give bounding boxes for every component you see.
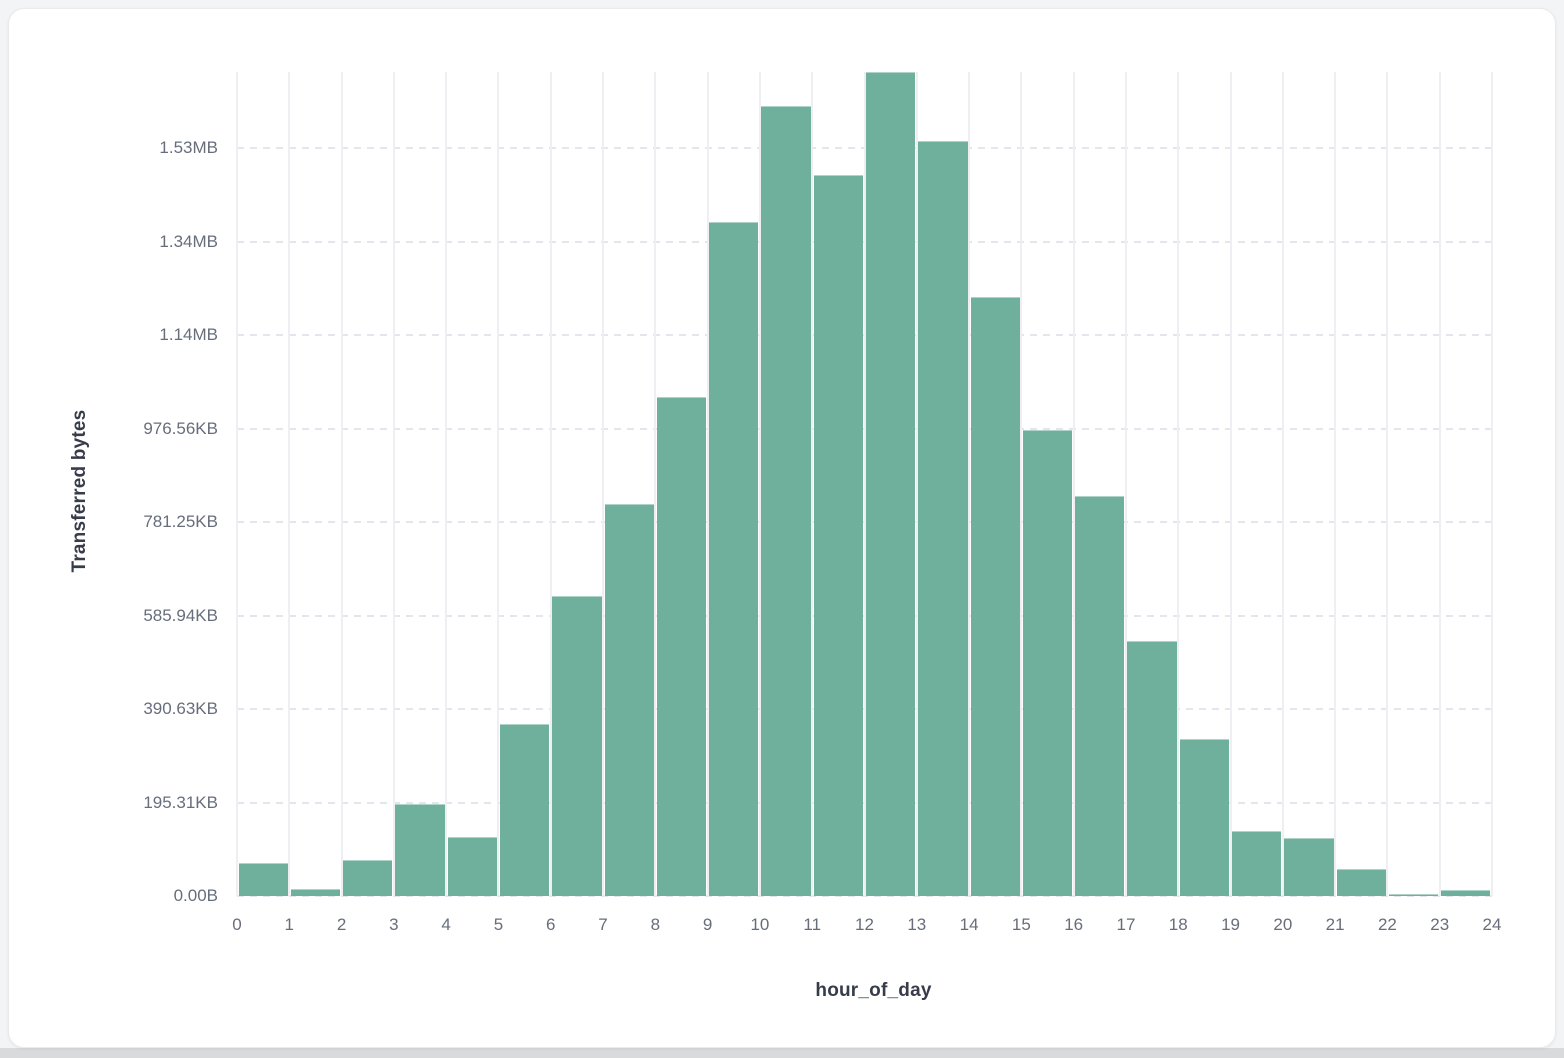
gridline-vertical bbox=[1177, 72, 1180, 896]
y-tick-label: 585.94KB bbox=[143, 605, 218, 625]
x-tick-label: 18 bbox=[1168, 915, 1188, 934]
gridline-vertical bbox=[236, 72, 238, 896]
gridline-vertical bbox=[340, 72, 343, 896]
gridline-vertical bbox=[1386, 72, 1389, 896]
histogram-bar[interactable] bbox=[761, 106, 811, 896]
histogram-bar[interactable] bbox=[656, 397, 707, 896]
histogram-bar[interactable] bbox=[1075, 495, 1125, 896]
histogram-bar[interactable] bbox=[813, 174, 863, 896]
plot-area bbox=[236, 72, 1493, 897]
x-tick-label: 23 bbox=[1430, 915, 1450, 934]
histogram-bar[interactable] bbox=[1022, 430, 1073, 896]
bottom-edge-strip bbox=[0, 1048, 1564, 1058]
gridline-vertical bbox=[1124, 72, 1127, 896]
gridline-vertical bbox=[811, 72, 814, 896]
x-tick-label: 16 bbox=[1064, 915, 1084, 934]
x-tick-label: 0 bbox=[232, 915, 242, 934]
y-tick-label: 0.00B bbox=[173, 886, 218, 905]
gridline-vertical bbox=[706, 72, 709, 896]
gridline-vertical bbox=[968, 72, 971, 896]
x-tick-label: 20 bbox=[1273, 915, 1293, 934]
x-tick-label: 24 bbox=[1482, 915, 1502, 934]
histogram-bar[interactable] bbox=[866, 72, 916, 896]
x-tick-label: 6 bbox=[546, 915, 556, 934]
histogram-bar[interactable] bbox=[604, 504, 654, 896]
histogram-bar[interactable] bbox=[918, 140, 968, 896]
y-tick-label: 1.53MB bbox=[159, 138, 218, 158]
y-tick-label: 1.14MB bbox=[159, 325, 218, 345]
x-tick-label: 14 bbox=[959, 915, 979, 934]
x-tick-label: 22 bbox=[1377, 915, 1397, 934]
histogram-bar[interactable] bbox=[1127, 640, 1177, 896]
gridline-vertical bbox=[654, 72, 657, 896]
x-tick-label: 4 bbox=[441, 915, 451, 934]
gridline-horizontal bbox=[237, 895, 1492, 897]
histogram-bar[interactable] bbox=[1232, 830, 1282, 896]
histogram-bar[interactable] bbox=[343, 860, 393, 896]
gridline-vertical bbox=[1020, 72, 1023, 896]
histogram-bar[interactable] bbox=[1441, 890, 1491, 896]
gridline-vertical bbox=[602, 72, 605, 896]
y-tick-label: 976.56KB bbox=[143, 418, 218, 438]
gridline-vertical bbox=[863, 72, 866, 896]
x-tick-label: 5 bbox=[493, 915, 504, 934]
x-tick-label: 1 bbox=[284, 915, 295, 934]
y-axis-title: Transferred bytes bbox=[69, 409, 90, 573]
y-tick-label: 195.31KB bbox=[143, 792, 218, 812]
histogram-bar[interactable] bbox=[238, 862, 288, 896]
x-tick-label: 21 bbox=[1325, 915, 1345, 934]
y-tick-label: 390.63KB bbox=[143, 699, 218, 719]
histogram-bar[interactable] bbox=[709, 221, 759, 896]
histogram-bar[interactable] bbox=[1284, 837, 1334, 896]
gridline-vertical bbox=[1072, 72, 1075, 896]
gridline-vertical bbox=[1334, 72, 1337, 896]
gridline-vertical bbox=[445, 72, 448, 896]
gridline-vertical bbox=[1491, 72, 1493, 896]
histogram-bar[interactable] bbox=[395, 804, 445, 896]
gridline-vertical bbox=[549, 72, 552, 896]
x-axis-title: hour_of_day bbox=[815, 980, 932, 1001]
gridline-vertical bbox=[392, 72, 395, 896]
x-tick-label: 7 bbox=[598, 915, 608, 934]
x-tick-label: 8 bbox=[650, 915, 661, 934]
gridline-vertical bbox=[1229, 72, 1232, 896]
gridline-vertical bbox=[288, 72, 291, 896]
histogram-bar[interactable] bbox=[970, 297, 1020, 896]
histogram-bar[interactable] bbox=[1179, 739, 1230, 896]
x-tick-label: 15 bbox=[1011, 915, 1031, 934]
histogram-bar[interactable] bbox=[447, 837, 497, 896]
gridline-vertical bbox=[1438, 72, 1441, 896]
gridline-vertical bbox=[915, 72, 918, 896]
gridline-vertical bbox=[497, 72, 500, 896]
x-tick-label: 11 bbox=[803, 915, 822, 934]
gridline-vertical bbox=[758, 72, 761, 896]
x-tick-label: 9 bbox=[702, 915, 713, 934]
x-tick-label: 2 bbox=[336, 915, 347, 934]
gridline-vertical bbox=[1281, 72, 1284, 896]
y-tick-label: 781.25KB bbox=[143, 512, 218, 532]
histogram-bar[interactable] bbox=[1336, 869, 1386, 896]
x-tick-label: 12 bbox=[855, 915, 874, 934]
x-tick-label: 13 bbox=[907, 915, 927, 934]
histogram-bar[interactable] bbox=[290, 889, 341, 896]
histogram-bar[interactable] bbox=[1388, 894, 1439, 896]
x-tick-label: 10 bbox=[750, 915, 770, 934]
x-tick-label: 19 bbox=[1221, 915, 1240, 934]
y-tick-label: 1.34MB bbox=[159, 231, 218, 251]
x-tick-label: 3 bbox=[389, 915, 399, 934]
histogram-bar[interactable] bbox=[499, 724, 550, 896]
histogram-bar[interactable] bbox=[552, 595, 602, 896]
x-tick-label: 17 bbox=[1116, 915, 1136, 934]
